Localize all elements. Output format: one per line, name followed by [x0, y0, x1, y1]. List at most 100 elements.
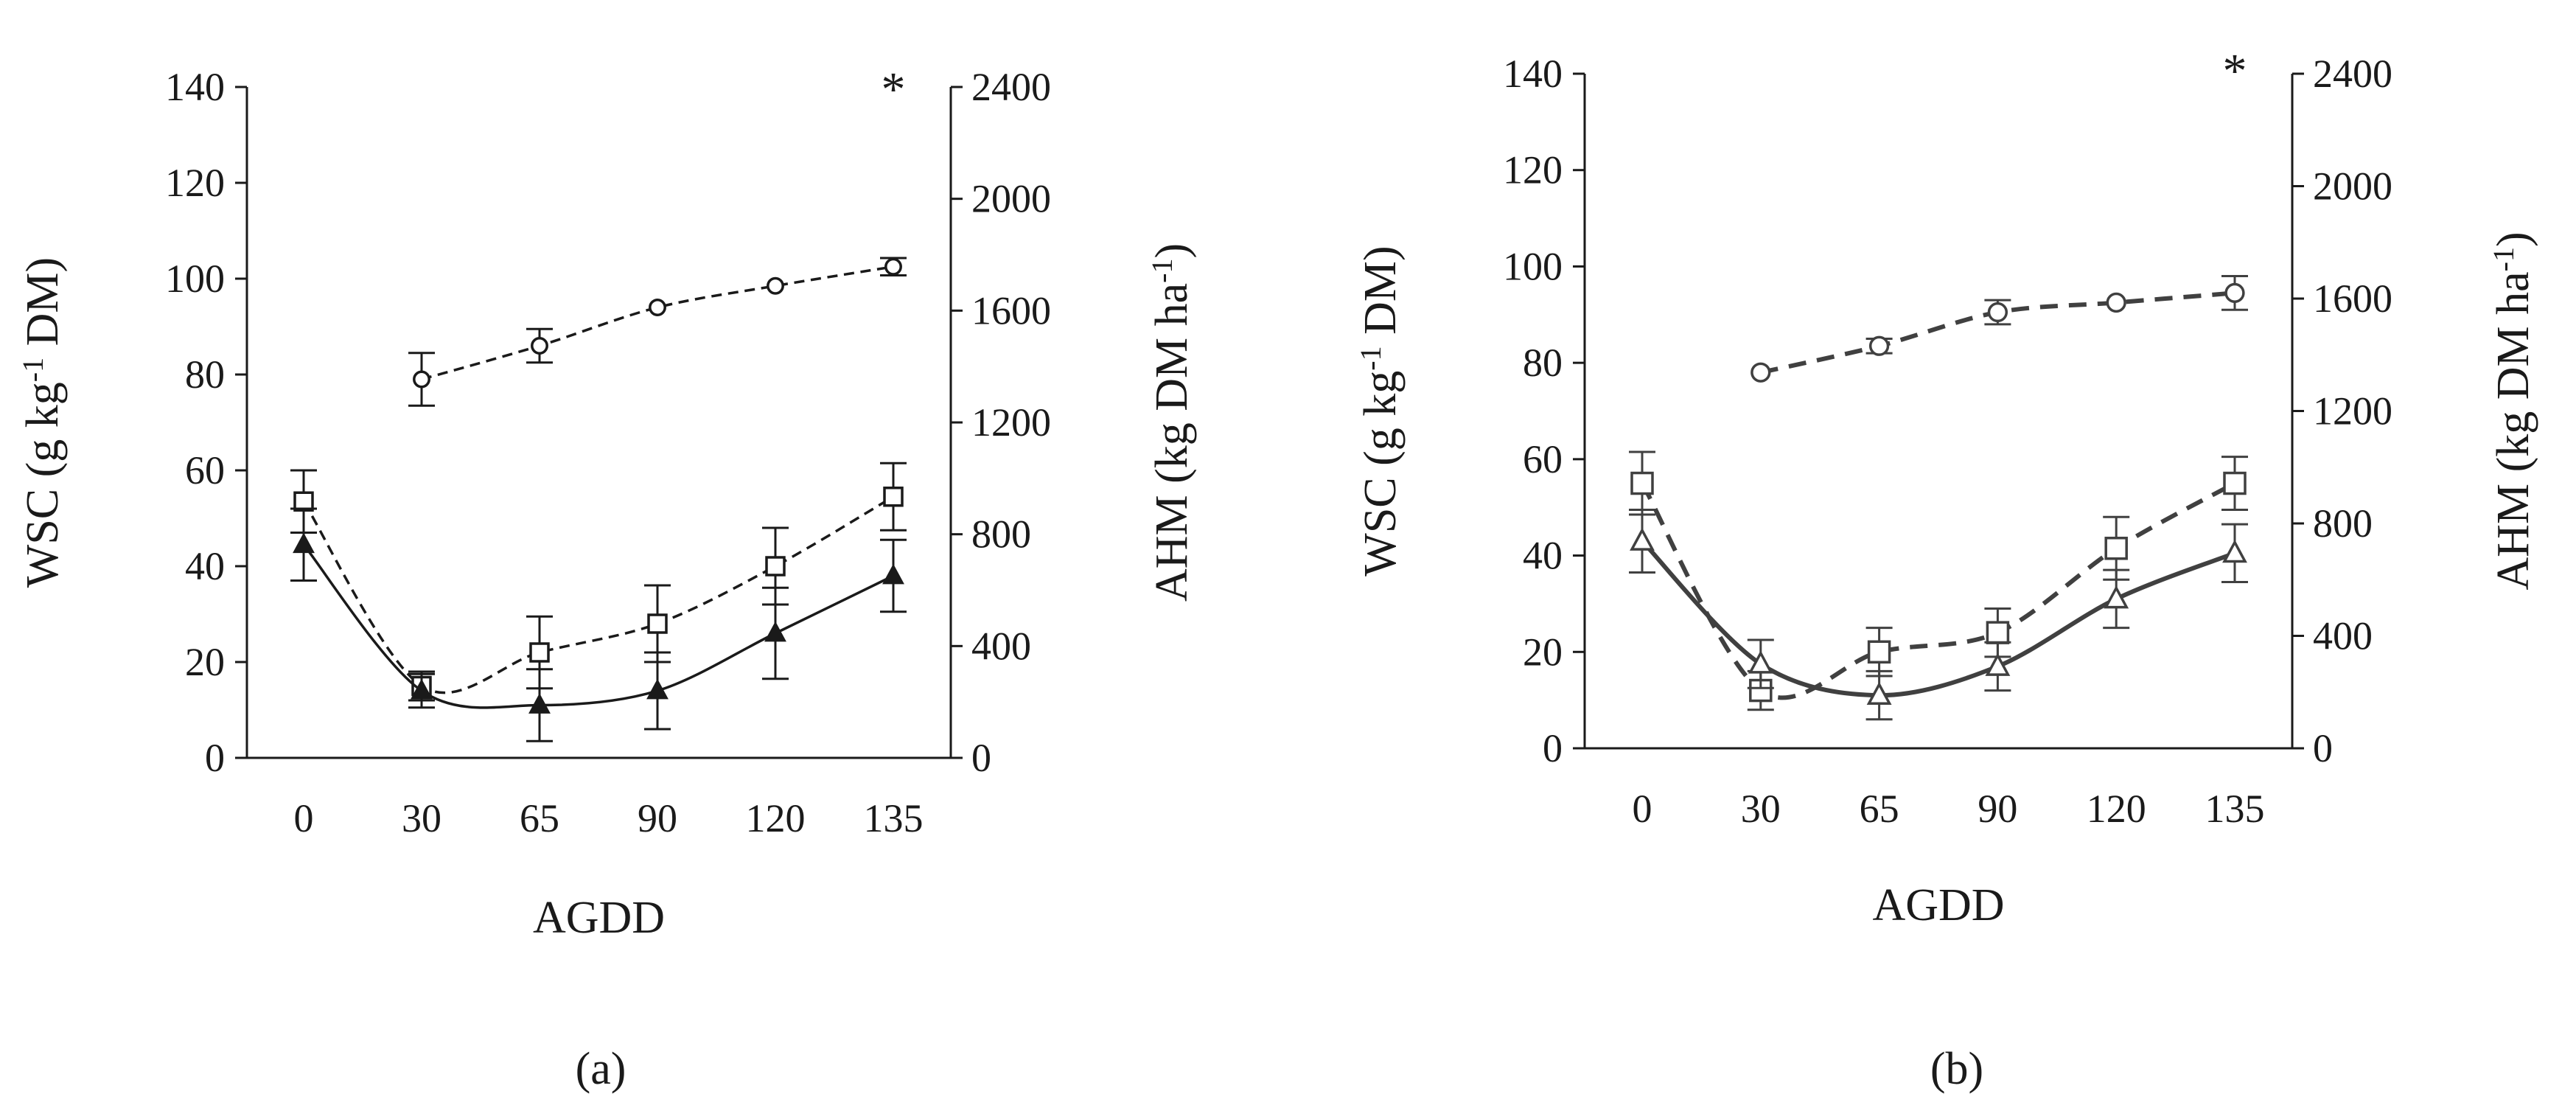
y-ticks-right: 0 400 800 1200 1600 2000 2400 [2292, 52, 2392, 770]
y-tick-label: 100 [1503, 244, 1563, 288]
y-tick-label: 140 [1503, 52, 1563, 96]
y2-tick-label: 2000 [971, 177, 1051, 221]
series-circle [1751, 275, 2248, 383]
x-tick-label: 0 [1633, 787, 1652, 831]
data-point-triangle [764, 621, 786, 642]
y2-tick-label: 0 [2313, 726, 2333, 770]
y-ticks-left: 0 20 40 60 80 100 120 140 [165, 65, 247, 780]
x-tick-label: 120 [2087, 787, 2146, 831]
data-point-square [1867, 640, 1891, 664]
y-tick-label: 80 [1523, 341, 1563, 385]
data-point-circle [767, 276, 784, 295]
x-tick-label: 120 [746, 796, 806, 840]
y2-axis-label-sup: -1 [2487, 247, 2520, 271]
y-axis-label-suffix: DM) [1355, 245, 1406, 346]
data-point-square [1630, 471, 1654, 495]
y-axis-label-sup: -1 [1354, 346, 1387, 370]
x-tick-label: 0 [294, 796, 314, 840]
data-point-square [1986, 621, 2010, 644]
y-tick-label: 60 [185, 448, 225, 492]
data-point-circle [1751, 362, 1771, 383]
y-tick-label: 20 [185, 640, 225, 684]
x-axis-label: AGDD [533, 893, 665, 943]
data-point-square [2104, 537, 2128, 560]
x-ticks: 0 30 65 90 120 135 [1633, 787, 2265, 831]
data-point-triangle [1866, 681, 1892, 706]
y2-tick-label: 0 [971, 736, 991, 780]
y-tick-label: 120 [1503, 148, 1563, 192]
data-point-circle [884, 257, 902, 276]
panel-caption-a: (a) [576, 1044, 626, 1094]
series-line-circle [421, 265, 894, 381]
y-tick-label: 100 [165, 257, 225, 301]
x-tick-label: 65 [520, 796, 559, 840]
y2-tick-label: 800 [2313, 501, 2373, 546]
data-point-circle [531, 337, 548, 355]
y2-axis-label-prefix: AHM (kg DM ha [2488, 271, 2538, 590]
x-tick-label: 90 [638, 796, 677, 840]
y2-axis-label-suffix: ) [2488, 231, 2538, 247]
data-point-circle [2224, 282, 2245, 304]
y2-tick-label: 2400 [971, 65, 1051, 109]
x-tick-label: 135 [2205, 787, 2265, 831]
data-point-square [647, 613, 668, 634]
y-tick-label: 140 [165, 65, 225, 109]
y2-tick-label: 800 [971, 512, 1031, 557]
y-tick-label: 40 [1523, 534, 1563, 578]
series-line-triangle [302, 543, 894, 709]
y2-axis-label: AHM (kg DM ha-1) [1145, 243, 1197, 602]
y-tick-label: 0 [205, 736, 225, 780]
x-tick-label: 135 [864, 796, 924, 840]
data-point-triangle [2104, 585, 2129, 609]
y-ticks-right: 0 400 800 1200 1600 2000 2400 [951, 65, 1051, 780]
series-circle [408, 257, 907, 407]
y2-tick-label: 2000 [2313, 164, 2392, 209]
data-point-triangle [528, 693, 551, 714]
panel-caption-b: (b) [1930, 1044, 1983, 1094]
series-square [290, 462, 907, 702]
data-point-triangle [1630, 527, 1655, 551]
y2-axis-label-sup: -1 [1145, 259, 1179, 283]
y2-tick-label: 2400 [2313, 52, 2392, 96]
y-tick-label: 20 [1523, 630, 1563, 674]
y-axis-label-sup: -1 [16, 358, 49, 382]
y-axis-label-suffix: DM) [18, 257, 68, 358]
data-point-circle [649, 299, 666, 316]
data-point-triangle [882, 563, 904, 585]
y-ticks-left: 0 20 40 60 80 100 120 140 [1503, 52, 1585, 770]
data-point-square [765, 556, 786, 577]
y-tick-label: 80 [185, 352, 225, 397]
y2-axis-label-suffix: ) [1147, 243, 1197, 259]
y2-tick-label: 1600 [971, 288, 1051, 332]
data-point-triangle [2222, 539, 2247, 563]
y-tick-label: 40 [185, 544, 225, 588]
y-axis-label: WSC (g kg-1 DM) [1354, 245, 1406, 576]
y2-axis-label-prefix: AHM (kg DM ha [1147, 283, 1197, 602]
x-tick-label: 90 [1978, 787, 2017, 831]
x-ticks: 0 30 65 90 120 135 [294, 796, 924, 840]
data-point-circle [1868, 335, 1890, 356]
series-triangle [290, 507, 907, 742]
y-tick-label: 0 [1543, 726, 1563, 770]
y2-tick-label: 1600 [2313, 276, 2392, 321]
data-point-triangle [646, 678, 669, 700]
y-axis-label-prefix: WSC (g kg [1355, 371, 1406, 577]
data-point-triangle [411, 678, 433, 700]
data-point-triangle [1748, 650, 1773, 674]
significance-annotation: * [2223, 44, 2247, 98]
x-tick-label: 30 [402, 796, 441, 840]
x-axis-label: AGDD [1872, 880, 2004, 930]
y2-tick-label: 400 [2313, 614, 2373, 658]
y2-tick-label: 1200 [971, 400, 1051, 445]
series-layer [1629, 275, 2248, 721]
y-axis-label: WSC (g kg-1 DM) [16, 257, 68, 588]
data-point-square [2223, 471, 2247, 495]
y2-tick-label: 400 [971, 624, 1031, 668]
y2-tick-label: 1200 [2313, 389, 2392, 433]
y-tick-label: 60 [1523, 437, 1563, 481]
y-axis-label-prefix: WSC (g kg [18, 382, 68, 588]
y2-axis-label: AHM (kg DM ha-1) [2487, 231, 2538, 590]
